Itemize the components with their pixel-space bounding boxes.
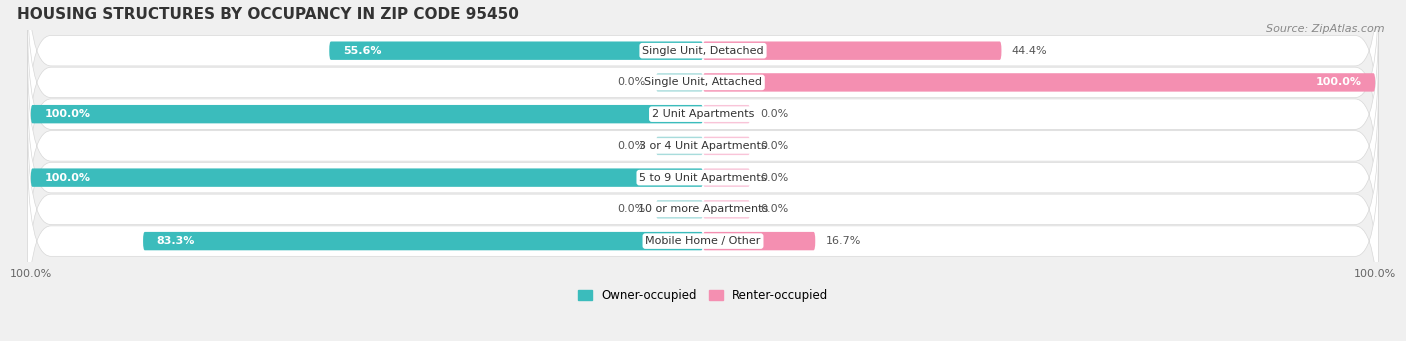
- FancyBboxPatch shape: [329, 42, 703, 60]
- FancyBboxPatch shape: [703, 105, 749, 123]
- Text: 0.0%: 0.0%: [617, 141, 645, 151]
- Text: 0.0%: 0.0%: [761, 141, 789, 151]
- FancyBboxPatch shape: [703, 168, 749, 187]
- FancyBboxPatch shape: [28, 145, 1378, 337]
- Text: Mobile Home / Other: Mobile Home / Other: [645, 236, 761, 246]
- FancyBboxPatch shape: [657, 200, 703, 219]
- FancyBboxPatch shape: [31, 168, 703, 187]
- FancyBboxPatch shape: [31, 105, 703, 123]
- FancyBboxPatch shape: [703, 232, 815, 250]
- FancyBboxPatch shape: [28, 50, 1378, 242]
- Text: Single Unit, Detached: Single Unit, Detached: [643, 46, 763, 56]
- FancyBboxPatch shape: [28, 18, 1378, 210]
- Text: 5 to 9 Unit Apartments: 5 to 9 Unit Apartments: [640, 173, 766, 183]
- Text: 0.0%: 0.0%: [761, 173, 789, 183]
- FancyBboxPatch shape: [703, 137, 749, 155]
- FancyBboxPatch shape: [703, 42, 1001, 60]
- FancyBboxPatch shape: [28, 82, 1378, 273]
- FancyBboxPatch shape: [143, 232, 703, 250]
- Legend: Owner-occupied, Renter-occupied: Owner-occupied, Renter-occupied: [572, 284, 834, 307]
- Text: 100.0%: 100.0%: [44, 173, 90, 183]
- Text: 55.6%: 55.6%: [343, 46, 381, 56]
- Text: 100.0%: 100.0%: [44, 109, 90, 119]
- Text: Source: ZipAtlas.com: Source: ZipAtlas.com: [1267, 24, 1385, 34]
- FancyBboxPatch shape: [657, 73, 703, 92]
- FancyBboxPatch shape: [28, 0, 1378, 147]
- Text: 0.0%: 0.0%: [761, 204, 789, 214]
- Text: 0.0%: 0.0%: [617, 77, 645, 87]
- Text: 83.3%: 83.3%: [156, 236, 195, 246]
- Text: 2 Unit Apartments: 2 Unit Apartments: [652, 109, 754, 119]
- FancyBboxPatch shape: [657, 137, 703, 155]
- FancyBboxPatch shape: [28, 114, 1378, 305]
- Text: 44.4%: 44.4%: [1011, 46, 1047, 56]
- Text: 10 or more Apartments: 10 or more Apartments: [638, 204, 768, 214]
- Text: Single Unit, Attached: Single Unit, Attached: [644, 77, 762, 87]
- FancyBboxPatch shape: [703, 73, 1375, 92]
- Text: 16.7%: 16.7%: [825, 236, 860, 246]
- Text: 0.0%: 0.0%: [761, 109, 789, 119]
- Text: 3 or 4 Unit Apartments: 3 or 4 Unit Apartments: [640, 141, 766, 151]
- Text: 100.0%: 100.0%: [1316, 77, 1362, 87]
- FancyBboxPatch shape: [28, 0, 1378, 178]
- Text: 0.0%: 0.0%: [617, 204, 645, 214]
- FancyBboxPatch shape: [703, 200, 749, 219]
- Text: HOUSING STRUCTURES BY OCCUPANCY IN ZIP CODE 95450: HOUSING STRUCTURES BY OCCUPANCY IN ZIP C…: [17, 7, 519, 22]
